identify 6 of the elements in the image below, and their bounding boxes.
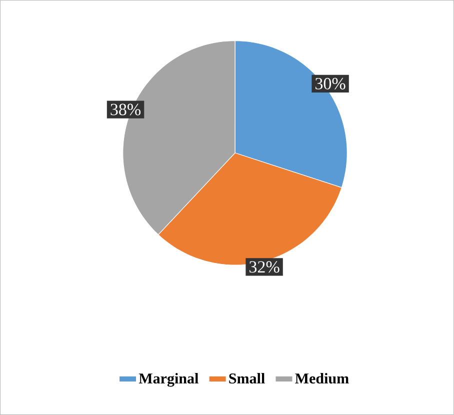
legend-label: Marginal (138, 373, 198, 387)
legend-label: Medium (295, 373, 349, 384)
data-label: 32% (250, 261, 280, 273)
data-label: 30% (315, 78, 346, 90)
legend-label: Small (229, 373, 265, 384)
data-label: 38% (110, 104, 141, 116)
